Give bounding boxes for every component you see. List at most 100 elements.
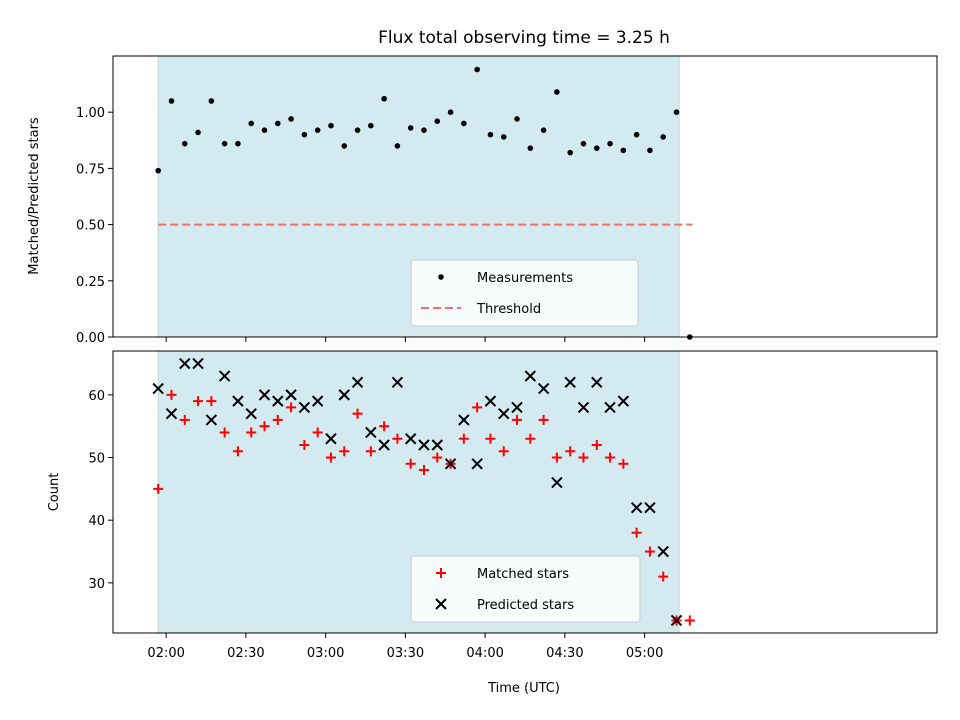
series-measurements [155, 66, 693, 340]
data-point [421, 127, 427, 133]
data-point [551, 452, 562, 463]
data-point [394, 143, 401, 149]
data-point [381, 95, 387, 102]
data-point [487, 131, 494, 138]
x-tick-label: 02:00 [147, 646, 184, 661]
legend-label: Measurements [477, 271, 573, 286]
data-point [647, 147, 653, 154]
top-panel: 0.00 0.25 0.50 0.75 1.00 Measurements Threshol… [76, 55, 938, 346]
data-point [418, 439, 430, 451]
data-point [152, 382, 164, 395]
data-point [604, 401, 616, 414]
data-point [275, 120, 281, 127]
legend-label: Matched stars [477, 567, 569, 582]
data-point [511, 401, 523, 414]
data-point [644, 501, 656, 514]
x-tick-label: 05:00 [626, 646, 663, 661]
data-point [301, 131, 308, 138]
data-point [444, 458, 457, 470]
legend-entry: Measurements [438, 271, 573, 286]
data-point [219, 427, 230, 438]
data-point [447, 109, 454, 115]
y-tick-label: 1.00 [76, 106, 105, 121]
data-point [458, 414, 470, 426]
data-point [407, 125, 414, 131]
data-point [607, 140, 613, 147]
data-point [524, 370, 537, 382]
data-point [538, 414, 549, 425]
data-point [258, 389, 271, 401]
data-point [577, 401, 590, 414]
data-point [484, 395, 497, 407]
y-tick-label: 60 [88, 389, 105, 404]
data-point [341, 143, 348, 149]
data-point [248, 120, 255, 127]
x-tick-label: 04:30 [546, 646, 583, 661]
legend-label: Threshold [476, 302, 541, 317]
y-tick-label: 0.00 [76, 331, 105, 346]
data-point [618, 458, 629, 469]
legend-box [410, 259, 639, 327]
data-point [259, 421, 270, 432]
series-matched-stars [153, 389, 695, 626]
data-point [328, 122, 334, 129]
data-point [591, 376, 603, 389]
data-point [591, 440, 602, 450]
data-point [354, 127, 361, 133]
x-axis-label: Time (UTC) [487, 681, 560, 696]
data-point [461, 120, 467, 127]
data-point [660, 134, 667, 140]
data-point [379, 421, 390, 432]
bottom-panel: 30 40 50 60 02:00 02:30 03:00 03:30 04:00 04:30 05… [88, 350, 938, 661]
data-point [565, 446, 576, 457]
data-point [311, 395, 324, 407]
bottom-y-axis-label: Count [47, 473, 62, 512]
data-point [512, 414, 523, 425]
data-point [458, 433, 469, 444]
data-point [181, 140, 188, 147]
x-tick-label: 03:30 [387, 646, 424, 661]
data-point [288, 116, 294, 122]
legend: Measurements Threshold [410, 259, 639, 327]
data-point [352, 408, 363, 419]
data-point [670, 614, 683, 627]
legend-label: Predicted stars [477, 598, 574, 613]
data-point [432, 452, 443, 463]
data-point [431, 439, 443, 451]
data-point [500, 134, 507, 140]
data-point [179, 414, 190, 425]
data-point [312, 427, 323, 438]
y-tick-label: 0.25 [76, 275, 105, 290]
data-point [232, 446, 243, 457]
data-point [165, 407, 178, 420]
x-tick-label: 03:00 [307, 646, 344, 661]
data-point [525, 433, 536, 444]
data-point [378, 439, 390, 451]
data-point [540, 127, 547, 133]
legend-entry: Threshold [421, 302, 541, 317]
data-point [630, 501, 643, 514]
data-point [498, 407, 510, 420]
data-point [527, 145, 534, 151]
y-tick-label: 0.75 [76, 162, 105, 177]
data-point [168, 98, 175, 104]
x-tick-label: 02:30 [227, 646, 264, 661]
data-point [208, 98, 215, 104]
data-point [580, 140, 587, 147]
legend-entry: Matched stars [436, 567, 569, 582]
data-point [474, 66, 480, 73]
data-point [657, 545, 669, 558]
legend-marker [438, 274, 444, 280]
data-point [434, 118, 441, 124]
data-point [537, 382, 550, 395]
data-point [631, 527, 642, 538]
data-point [325, 452, 336, 463]
top-y-axis-label: Matched/Predicted stars [27, 117, 42, 275]
data-point [246, 427, 257, 438]
data-point [206, 396, 217, 407]
data-point [368, 122, 374, 129]
data-point [498, 446, 509, 457]
data-point [418, 465, 429, 476]
chart-title: Flux total observing time = 3.25 h [378, 28, 670, 48]
